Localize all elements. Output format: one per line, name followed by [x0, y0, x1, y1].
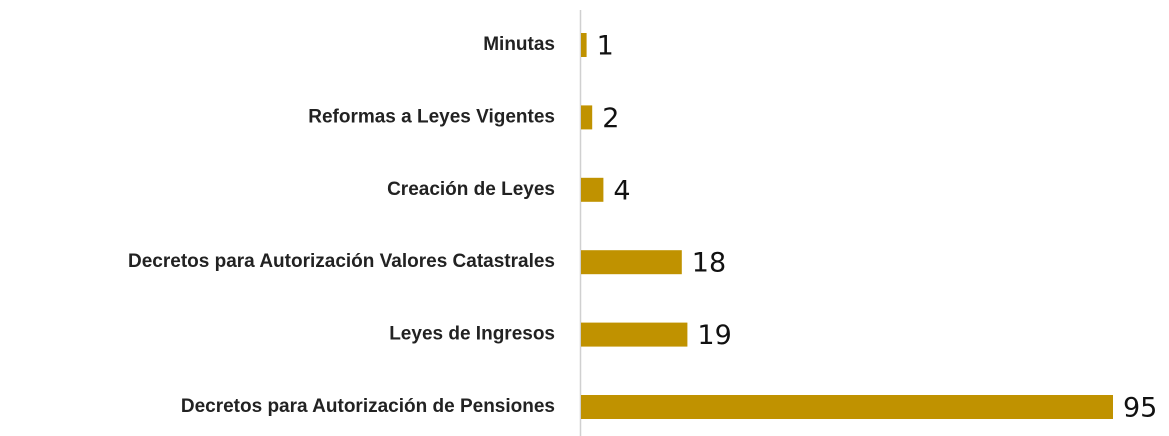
category-label: Leyes de Ingresos [389, 324, 555, 345]
value-label: 2 [602, 103, 619, 134]
bar [581, 177, 604, 202]
category-label: Creación de Leyes [387, 179, 555, 200]
bar [581, 250, 682, 275]
bar [581, 33, 587, 57]
value-label: 95 [1123, 393, 1157, 424]
category-label: Decretos para Autorización de Pensiones [181, 396, 555, 417]
bar [581, 105, 593, 130]
value-label: 19 [697, 320, 731, 351]
category-label: Decretos para Autorización Valores Catas… [128, 251, 555, 272]
category-label: Reformas a Leyes Vigentes [308, 106, 555, 127]
bar [581, 395, 1113, 419]
value-label: 18 [692, 248, 726, 279]
bar [581, 322, 688, 347]
category-label: Minutas [483, 34, 555, 55]
value-label: 1 [597, 31, 614, 62]
value-label: 4 [613, 175, 630, 206]
